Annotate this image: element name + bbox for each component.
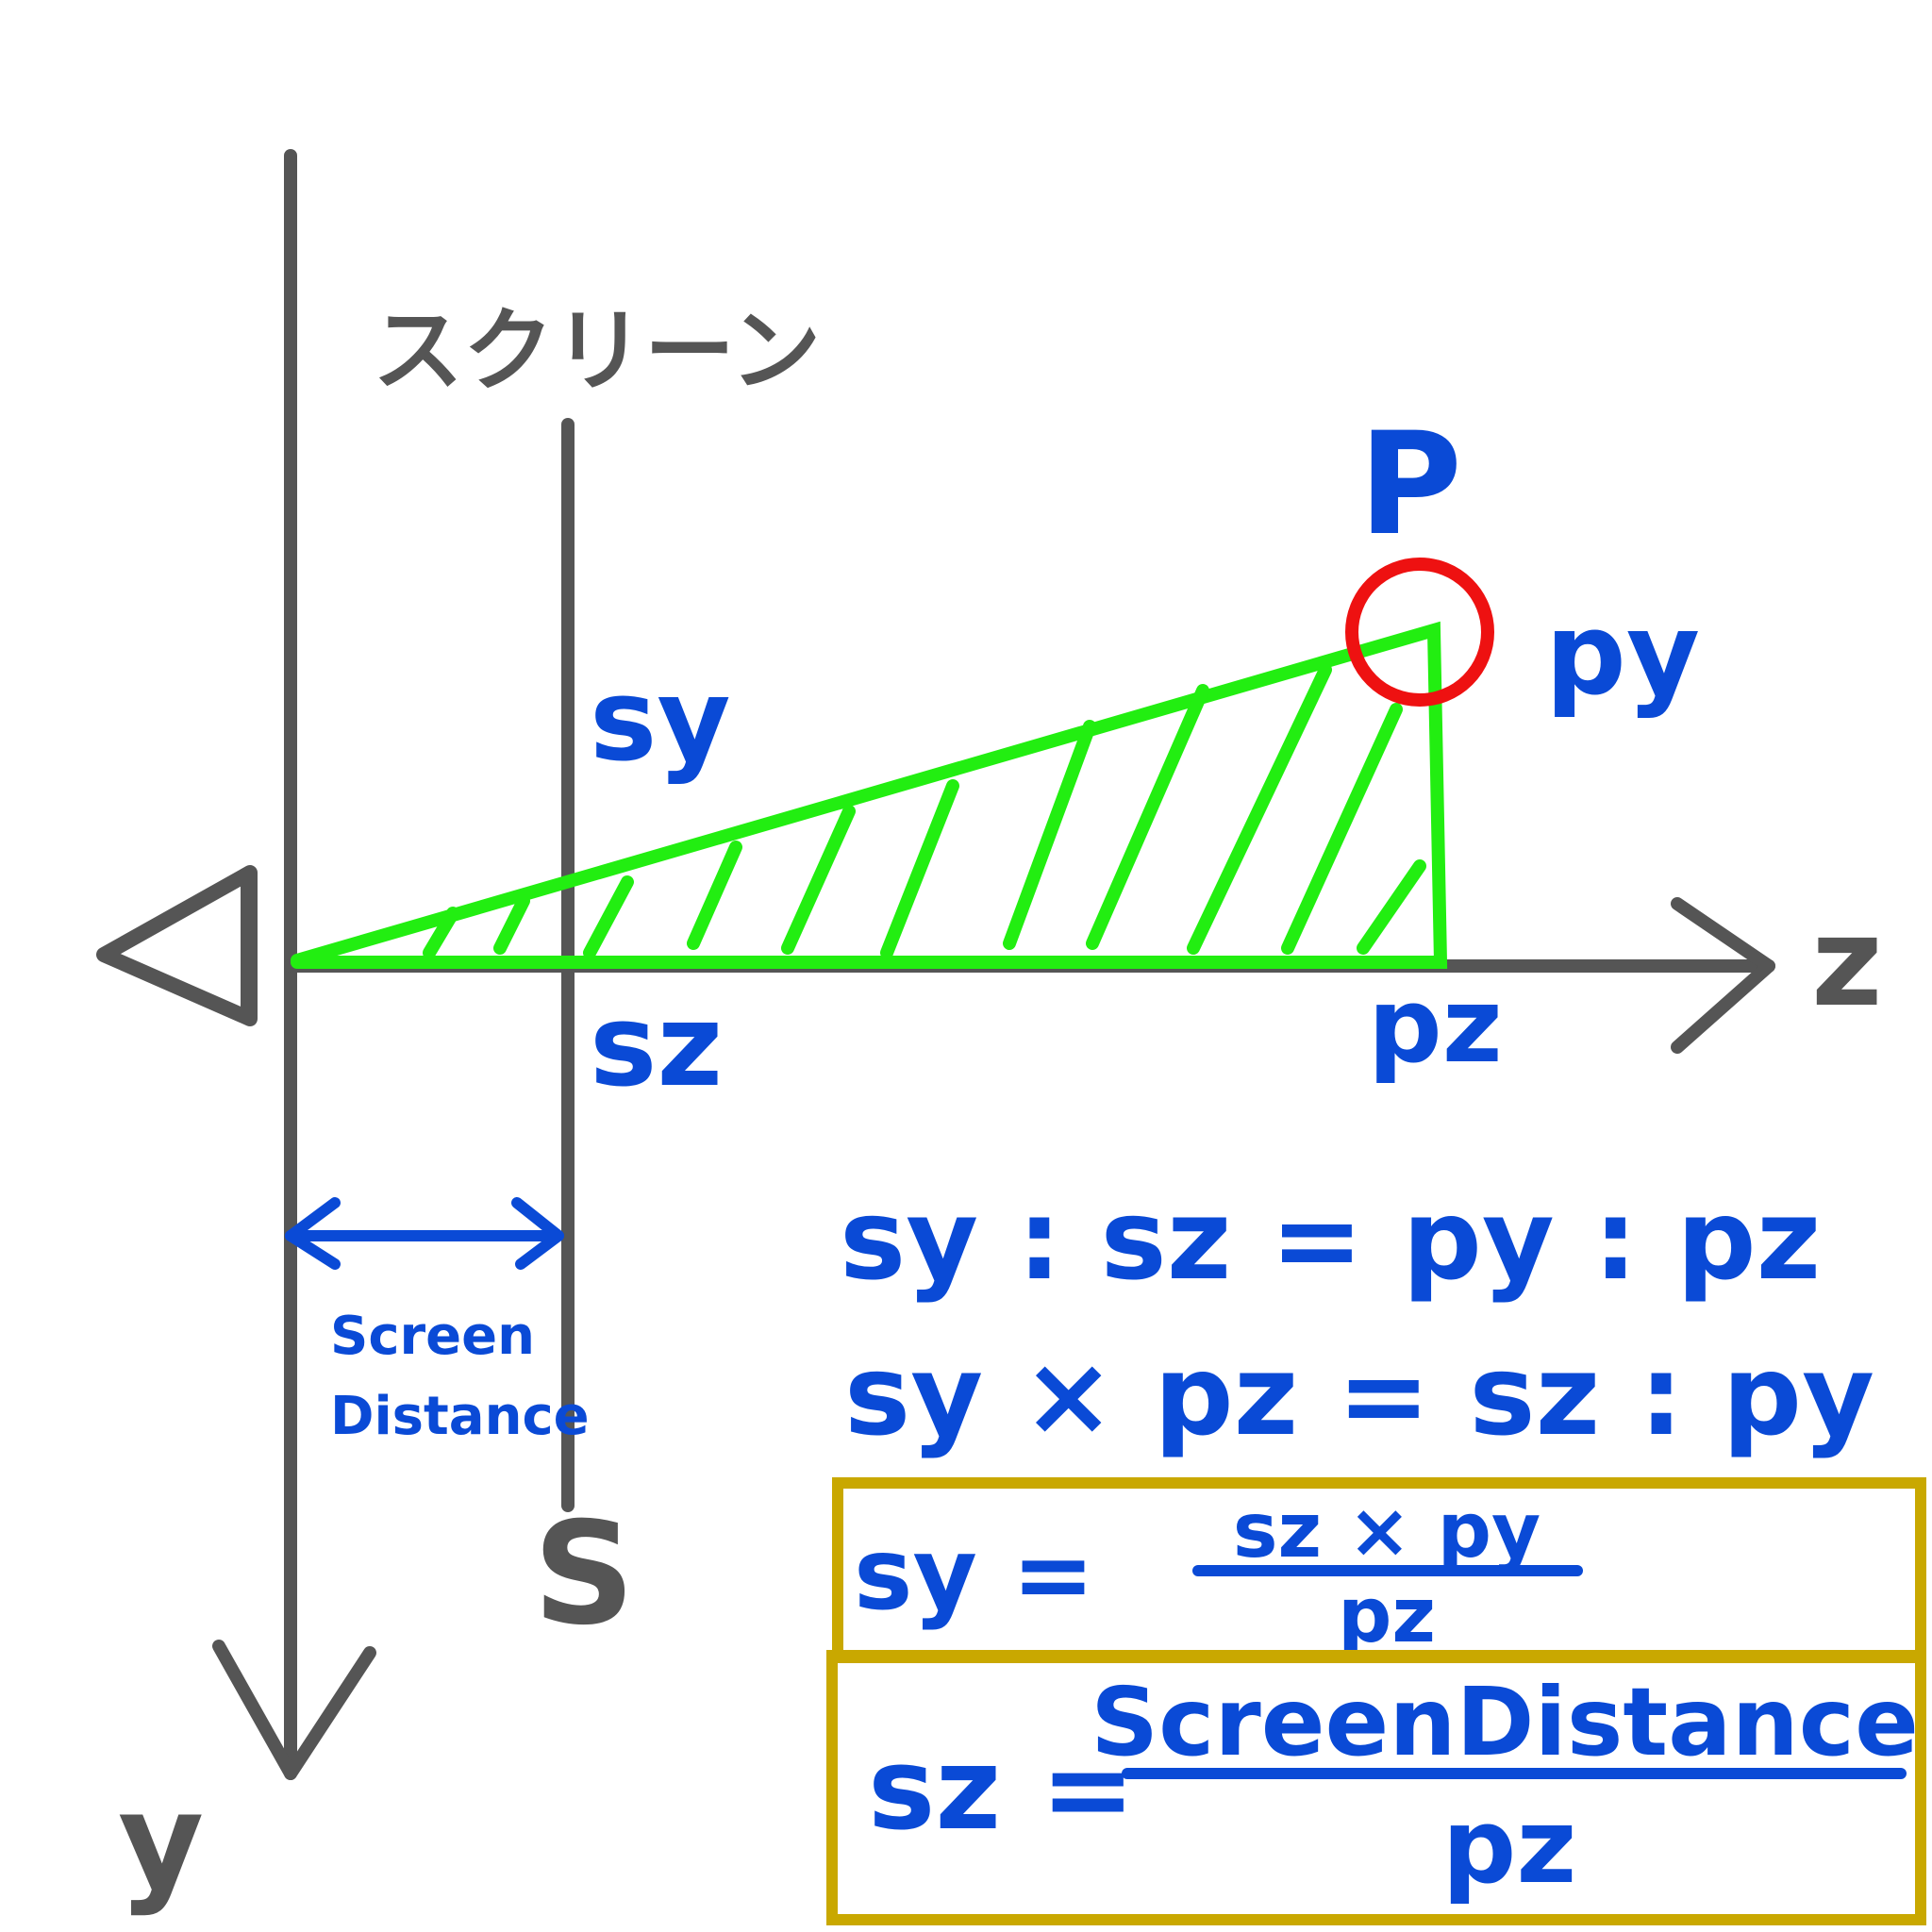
screen-distance-label-line2: Distance [330,1386,590,1447]
equation-cross: sy × pz = sz : py [844,1330,1874,1460]
boxed-equation-sz: sz = ScreenDistance pz [826,1650,1926,1925]
boxed-equation-sy-lhs: sy = [854,1517,1094,1632]
eye-icon [96,865,258,1026]
screen-distance-arrow [285,1197,564,1270]
z-axis-label: z [1811,891,1883,1034]
screen-distance-label-line1: Screen [330,1306,535,1367]
pz-label: pz [1368,965,1503,1086]
boxed-equation-sz-numerator: ScreenDistance [1091,1667,1919,1777]
py-label: py [1545,590,1700,721]
screen-s-label: S [533,1492,635,1657]
boxed-equation-sz-lhs: sz = [868,1724,1136,1856]
screen-katakana-label: スクリーン [373,298,821,404]
point-p-label: P [1358,403,1462,567]
sz-label: sz [590,981,723,1112]
equation-proportion: sy : sz = py : pz [840,1174,1821,1305]
boxed-equation-sz-denominator: pz [1442,1786,1577,1907]
sy-label: sy [590,656,731,787]
boxed-equation-sy-denominator: pz [1338,1572,1436,1659]
y-axis-label: y [118,1765,204,1919]
boxed-equation-sy-numerator: sz × py [1233,1487,1541,1574]
similar-triangle [291,621,1448,969]
point-p-circle [1345,558,1494,707]
boxed-equation-sy: sy = sz × py pz [832,1477,1926,1663]
